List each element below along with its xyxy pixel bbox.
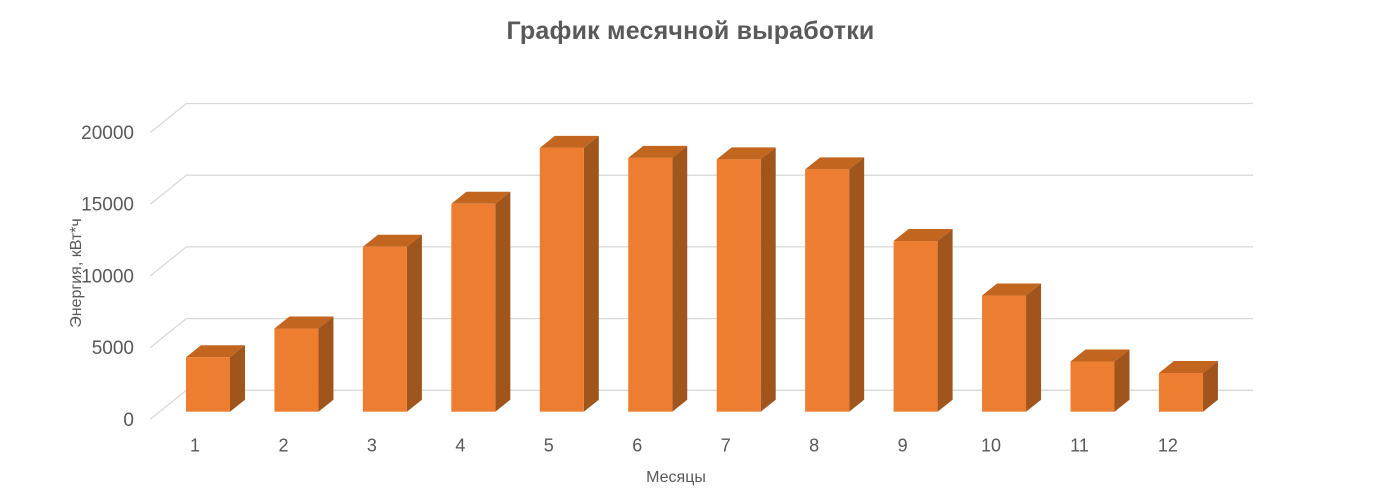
- bar-top-face: [716, 147, 776, 160]
- x-tick-label: 7: [721, 436, 731, 456]
- bar-side-face: [230, 345, 245, 412]
- x-axis-tick-labels: 1 2 3 4 5 6 7 8 9 10 11 12: [190, 436, 1178, 456]
- bars: [186, 135, 1218, 412]
- bar-month-9: [893, 229, 953, 412]
- bar-front-face: [362, 246, 407, 412]
- bar-side-face: [760, 147, 776, 412]
- bar-top-face: [539, 135, 599, 148]
- gridline-diagonal: [149, 102, 187, 134]
- x-tick-label: 8: [809, 436, 819, 456]
- y-tick-label: 5000: [92, 338, 134, 359]
- bar-month-10: [982, 283, 1042, 412]
- bar-month-7: [716, 147, 776, 412]
- bar-front-face: [805, 169, 850, 412]
- bar-month-5: [539, 135, 599, 412]
- bar-front-face: [539, 147, 584, 412]
- bar-front-face: [982, 295, 1027, 412]
- x-tick-label: 11: [1070, 436, 1089, 456]
- bar-top-face: [186, 345, 245, 358]
- bar-front-face: [716, 159, 761, 412]
- bar-side-face: [1202, 360, 1218, 412]
- y-tick-label: 10000: [81, 266, 134, 287]
- x-tick-label: 4: [455, 436, 465, 456]
- x-tick-label: 3: [367, 436, 377, 456]
- y-tick-label: 15000: [81, 195, 134, 216]
- bar-top-face: [451, 191, 511, 204]
- bar-side-face: [1114, 349, 1130, 412]
- y-axis-tick-labels: 0 5000 10000 15000 20000: [81, 123, 134, 431]
- gridline-diagonal: [149, 246, 187, 277]
- bar-side-face: [406, 234, 422, 412]
- bar-side-face: [495, 191, 511, 412]
- x-tick-label: 12: [1158, 436, 1178, 456]
- bar-side-face: [583, 135, 599, 412]
- gridline-diagonal: [149, 389, 187, 420]
- y-axis-title: Энергия, кВт*ч: [68, 218, 85, 328]
- bar-top-face: [628, 145, 688, 158]
- bar-month-6: [628, 145, 688, 412]
- bar-month-8: [805, 157, 865, 412]
- gridline-diagonal: [149, 318, 187, 349]
- bar-side-face: [937, 229, 953, 412]
- bar-top-face: [805, 157, 865, 170]
- bar-side-face: [1026, 283, 1042, 412]
- bar-front-face: [628, 157, 673, 412]
- y-tick-label: 0: [123, 410, 134, 431]
- chart-title: График месячной выработки: [506, 17, 875, 45]
- x-tick-label: 5: [544, 436, 554, 456]
- bar-month-4: [451, 191, 511, 412]
- x-tick-label: 2: [278, 436, 288, 456]
- bar-top-face: [362, 234, 422, 247]
- bar-top-face: [893, 229, 953, 242]
- bar-front-face: [186, 357, 230, 412]
- bar-front-face: [1070, 361, 1115, 412]
- x-tick-label: 1: [190, 436, 200, 456]
- bar-top-face: [1070, 349, 1130, 362]
- x-tick-label: 6: [632, 436, 642, 456]
- y-tick-label: 20000: [81, 123, 134, 144]
- bar-front-face: [1158, 372, 1203, 412]
- bar-side-face: [318, 316, 334, 412]
- bar-front-face: [893, 241, 938, 412]
- bar-top-face: [982, 283, 1042, 296]
- bar-side-face: [849, 157, 865, 412]
- bar-month-1: [186, 345, 245, 412]
- x-tick-label: 9: [898, 436, 908, 456]
- bar-side-face: [672, 145, 688, 412]
- bar-month-2: [274, 316, 334, 412]
- bar-month-11: [1070, 349, 1130, 412]
- bar-month-12: [1158, 360, 1218, 412]
- bar-front-face: [451, 203, 496, 412]
- x-tick-label: 10: [981, 436, 1001, 456]
- bar-top-face: [274, 316, 334, 329]
- bar-month-3: [362, 234, 422, 412]
- x-axis-title: Месяцы: [646, 469, 706, 486]
- gridline-diagonal: [149, 174, 187, 205]
- bar-front-face: [274, 328, 319, 412]
- bar-top-face: [1158, 360, 1218, 373]
